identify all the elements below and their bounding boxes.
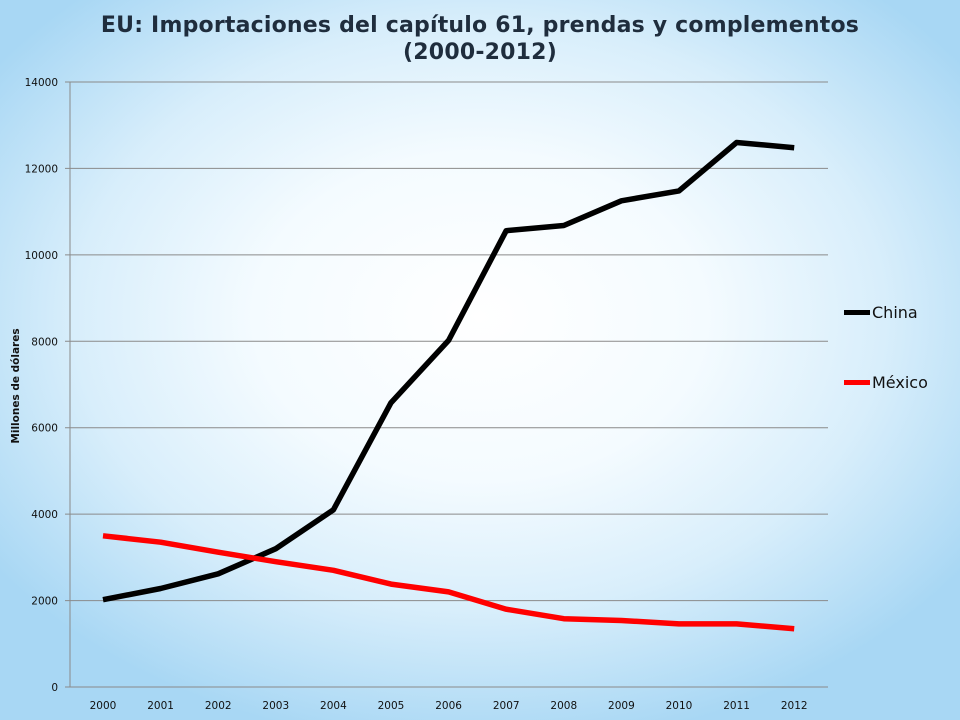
y-tick-label: 2000 (31, 596, 58, 608)
y-axis-title: Millones de dólares (10, 328, 22, 443)
gridlines (65, 81, 828, 602)
x-axis: 2000 2001 2002 2003 2004 2005 2006 2007 2008 2009… (65, 686, 828, 712)
x-tick-label: 2007 (493, 700, 520, 712)
x-tick-label: 2011 (723, 700, 750, 712)
series-lines (102, 139, 795, 632)
legend-item-mexico: México (844, 370, 928, 394)
chart-title-line-2: (2000-2012) (403, 40, 557, 65)
y-tick-label: 8000 (31, 336, 58, 348)
x-tick-label: 2000 (90, 700, 117, 712)
x-tick-label: 2003 (262, 700, 289, 712)
x-tick-label: 2010 (666, 700, 693, 712)
x-tick-label: 2008 (550, 700, 577, 712)
x-tick-label: 2005 (378, 700, 405, 712)
chart-title: EU: Importaciones del capítulo 61, prend… (0, 12, 960, 66)
x-tick-label: 2004 (320, 700, 347, 712)
y-tick-label: 0 (51, 682, 58, 694)
series-line-mexico (102, 533, 795, 632)
x-tick-label: 2002 (205, 700, 232, 712)
x-tick-label: 2001 (147, 700, 174, 712)
legend-swatch (844, 379, 870, 385)
legend-item-china: China (844, 300, 918, 324)
x-tick-label: 2009 (608, 700, 635, 712)
x-tick-label: 2012 (781, 700, 808, 712)
legend-swatch (844, 309, 870, 315)
y-tick-label: 4000 (31, 509, 58, 521)
y-tick-label: 14000 (25, 77, 58, 89)
series-line-china (102, 139, 795, 603)
y-tick-label: 12000 (25, 163, 58, 175)
y-tick-label: 10000 (25, 250, 58, 262)
y-tick-label: 6000 (31, 423, 58, 435)
chart-title-line-1: EU: Importaciones del capítulo 61, prend… (100, 13, 860, 38)
y-axis: 0 2000 4000 6000 8000 10000 12000 14000 (25, 77, 71, 694)
legend-label: México (872, 372, 928, 392)
legend-label: China (872, 302, 918, 322)
x-tick-label: 2006 (435, 700, 462, 712)
